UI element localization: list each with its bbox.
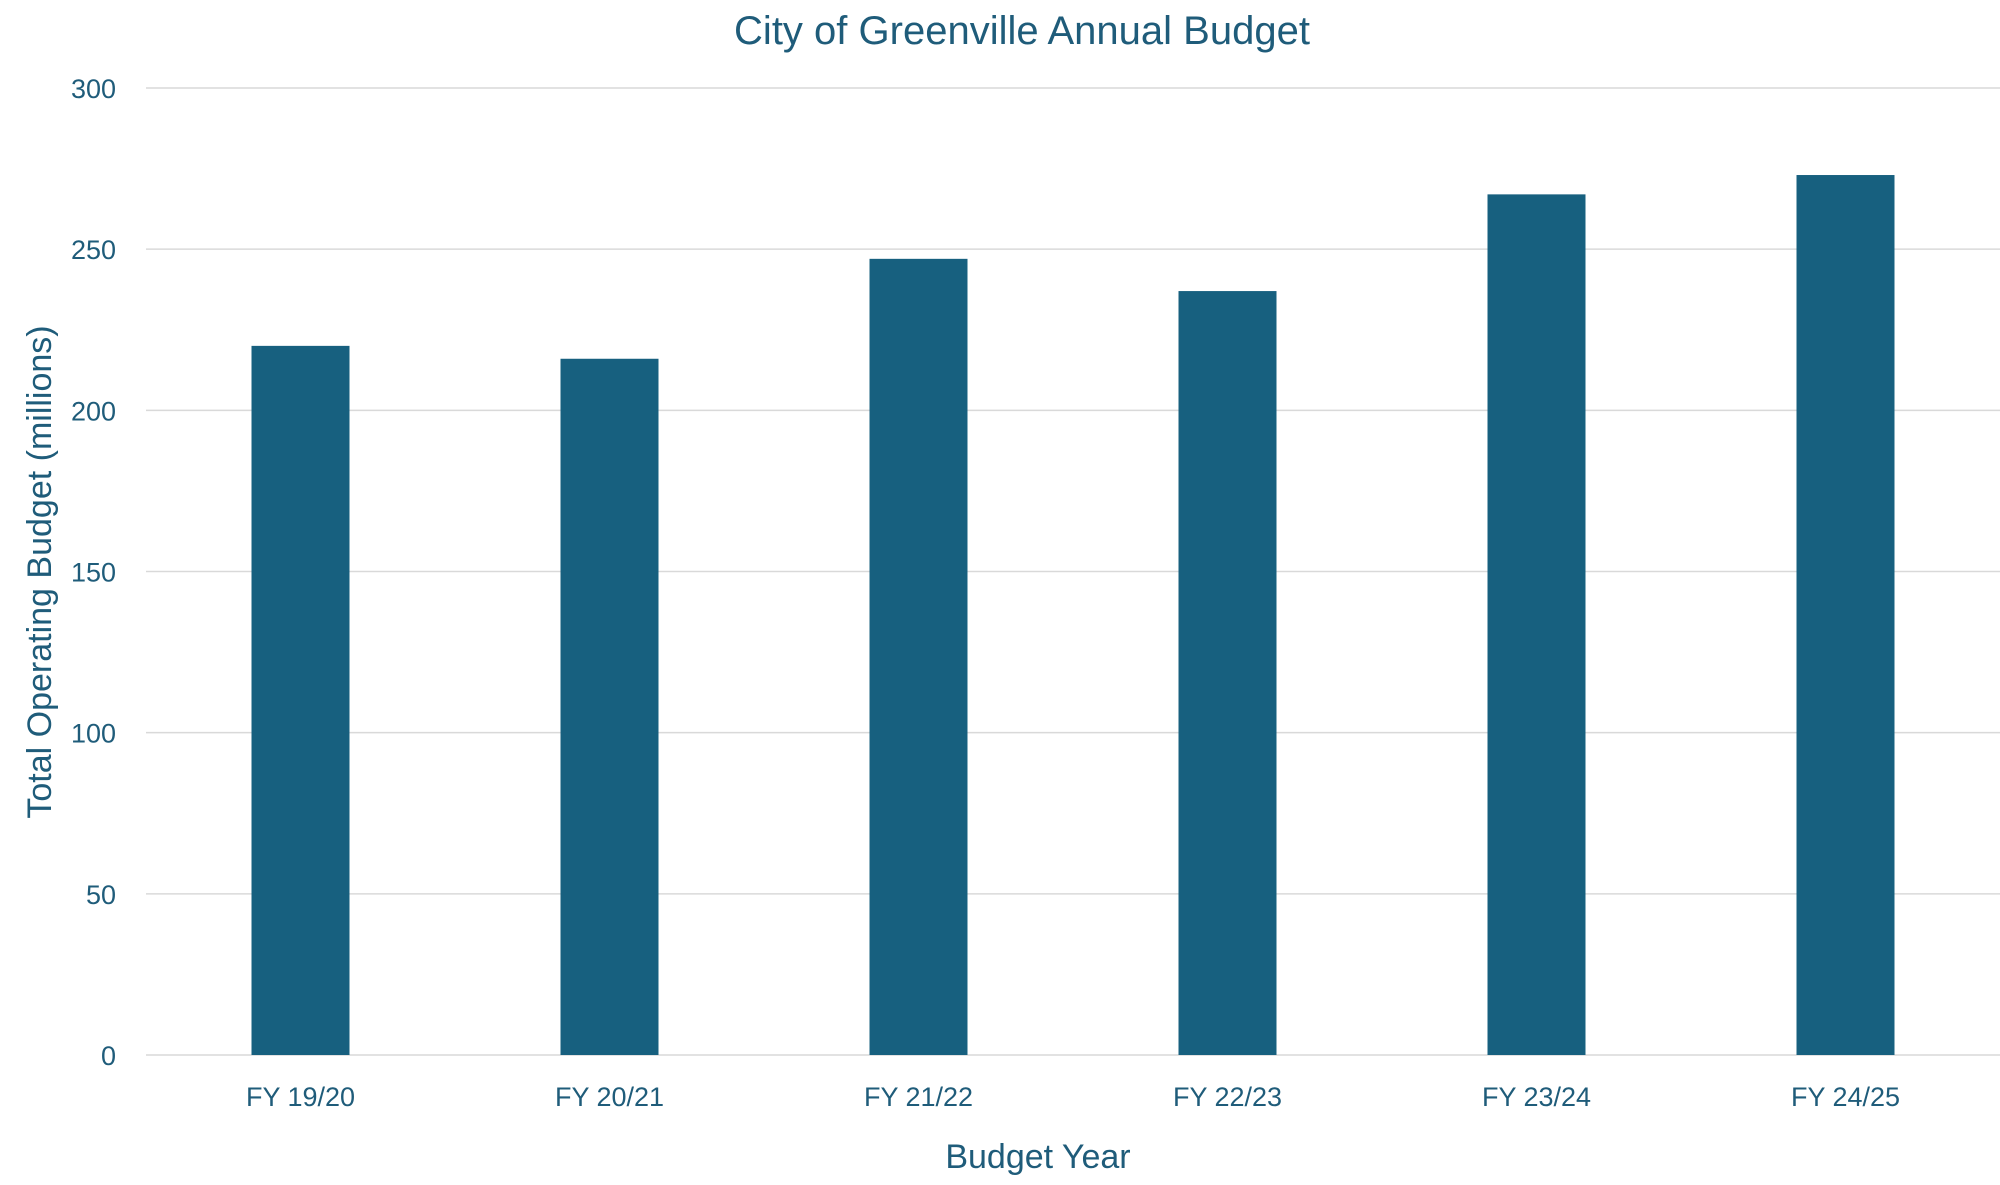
chart-title: City of Greenville Annual Budget [734,9,1310,53]
x-tick-label: FY 24/25 [1791,1082,1900,1112]
y-axis-label: Total Operating Budget (millions) [21,325,59,818]
y-tick-label: 0 [101,1041,116,1071]
y-tick-label: 300 [71,74,116,104]
x-axis-ticks: FY 19/20 FY 20/21 FY 21/22 FY 22/23 FY 23/24… [246,1082,1900,1112]
bar [1487,194,1586,1055]
y-tick-label: 150 [71,558,116,588]
x-tick-label: FY 20/21 [555,1082,664,1112]
bar [560,358,659,1055]
bars [251,175,1895,1055]
x-tick-label: FY 21/22 [864,1082,973,1112]
bar [251,345,350,1055]
bar [1796,175,1895,1055]
x-tick-label: FY 22/23 [1173,1082,1282,1112]
x-tick-label: FY 19/20 [246,1082,355,1112]
y-axis-ticks: 0 50 100 150 200 250 300 [71,74,116,1071]
y-tick-label: 200 [71,396,116,426]
y-tick-label: 250 [71,235,116,265]
y-tick-label: 50 [86,880,116,910]
x-axis-label: Budget Year [945,1138,1130,1176]
y-tick-label: 100 [71,719,116,749]
bar [1178,291,1277,1055]
x-tick-label: FY 23/24 [1482,1082,1591,1112]
bar [869,258,968,1055]
gridlines [146,87,2000,1056]
